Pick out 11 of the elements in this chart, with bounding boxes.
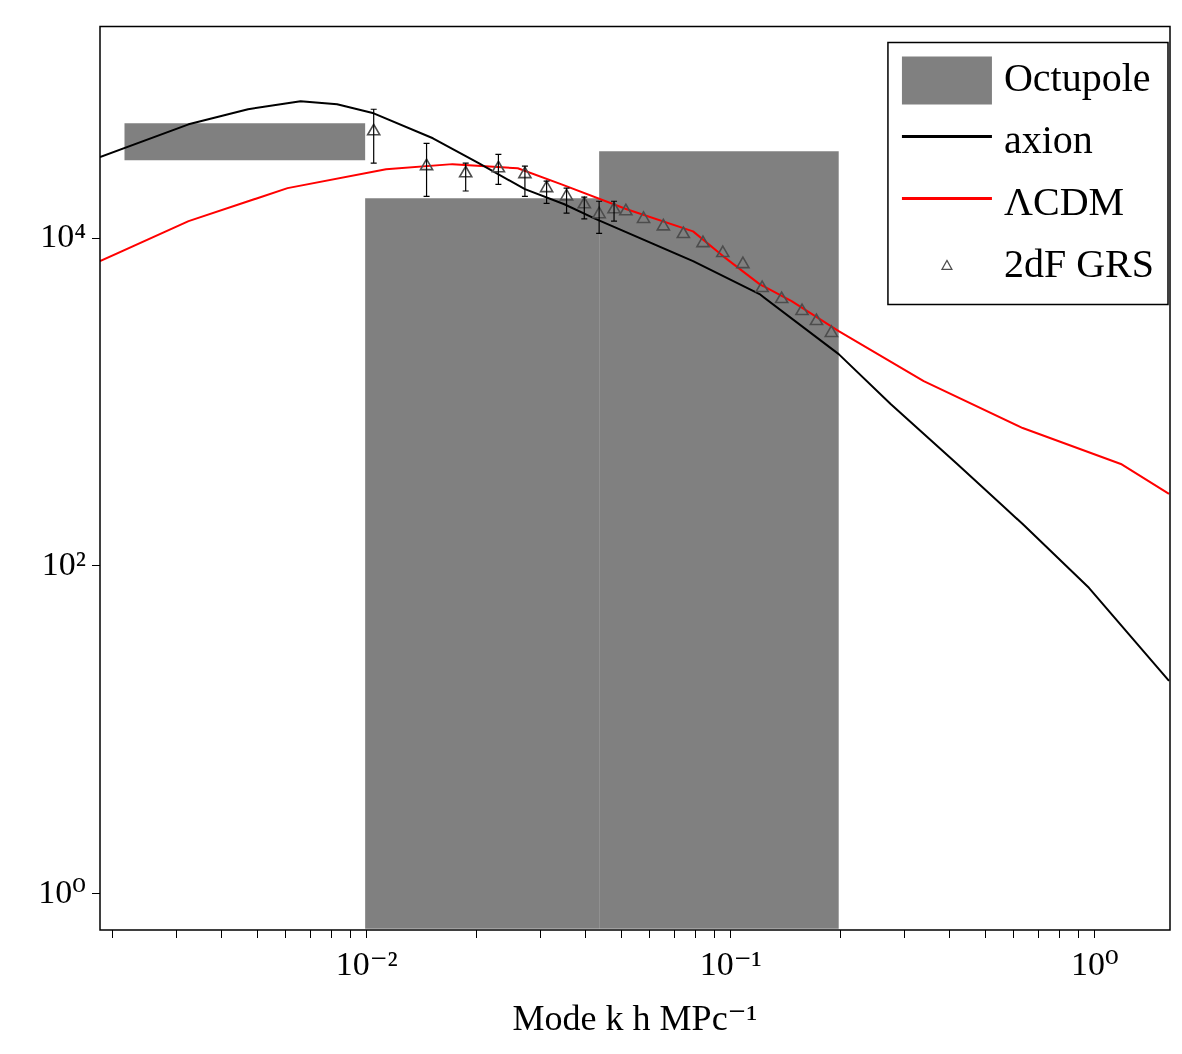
x-tick-label: 10⁰ [1070,945,1119,983]
x-axis-title: Mode k h MPc⁻¹ [512,997,758,1038]
legend-label: Octupole [1003,54,1151,100]
x-tick-label: 10⁻² [335,945,398,983]
y-tick-label: 10⁴ [40,217,86,255]
legend-label: 2dF GRS [1003,240,1154,286]
legend-label: axion [1003,116,1093,162]
legend-label: ΛCDM [1003,178,1125,224]
y-tick-label: 10⁰ [38,872,86,910]
x-tick-label: 10⁻¹ [699,945,762,983]
y-tick-label: 10² [41,544,86,582]
